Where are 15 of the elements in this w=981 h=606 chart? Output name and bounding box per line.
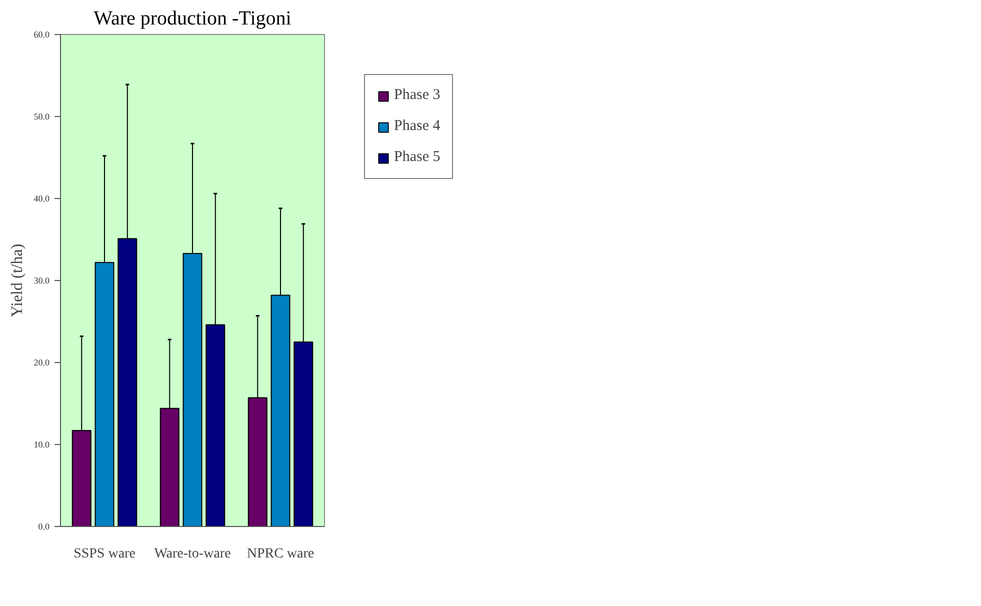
x-tick-label: Ware-to-ware [154,546,231,562]
y-tick-label: 20.0 [34,358,50,368]
y-tick-label: 0.0 [38,522,50,532]
x-tick-label: NPRC ware [246,546,314,562]
y-tick-label: 40.0 [34,194,50,204]
y-tick-label: 60.0 [34,30,50,40]
y-tick-label: 30.0 [34,276,50,286]
chart-title: Ware production -Tigoni [94,8,292,30]
legend-label: Phase 5 [394,149,440,166]
y-axis-title: Yield (t/ha) [8,244,26,318]
legend-label: Phase 4 [394,118,440,135]
x-tick-label: SSPS ware [74,546,136,562]
legend-label: Phase 3 [394,87,440,104]
y-tick-label: 10.0 [34,440,50,450]
y-tick-label: 50.0 [34,112,50,122]
